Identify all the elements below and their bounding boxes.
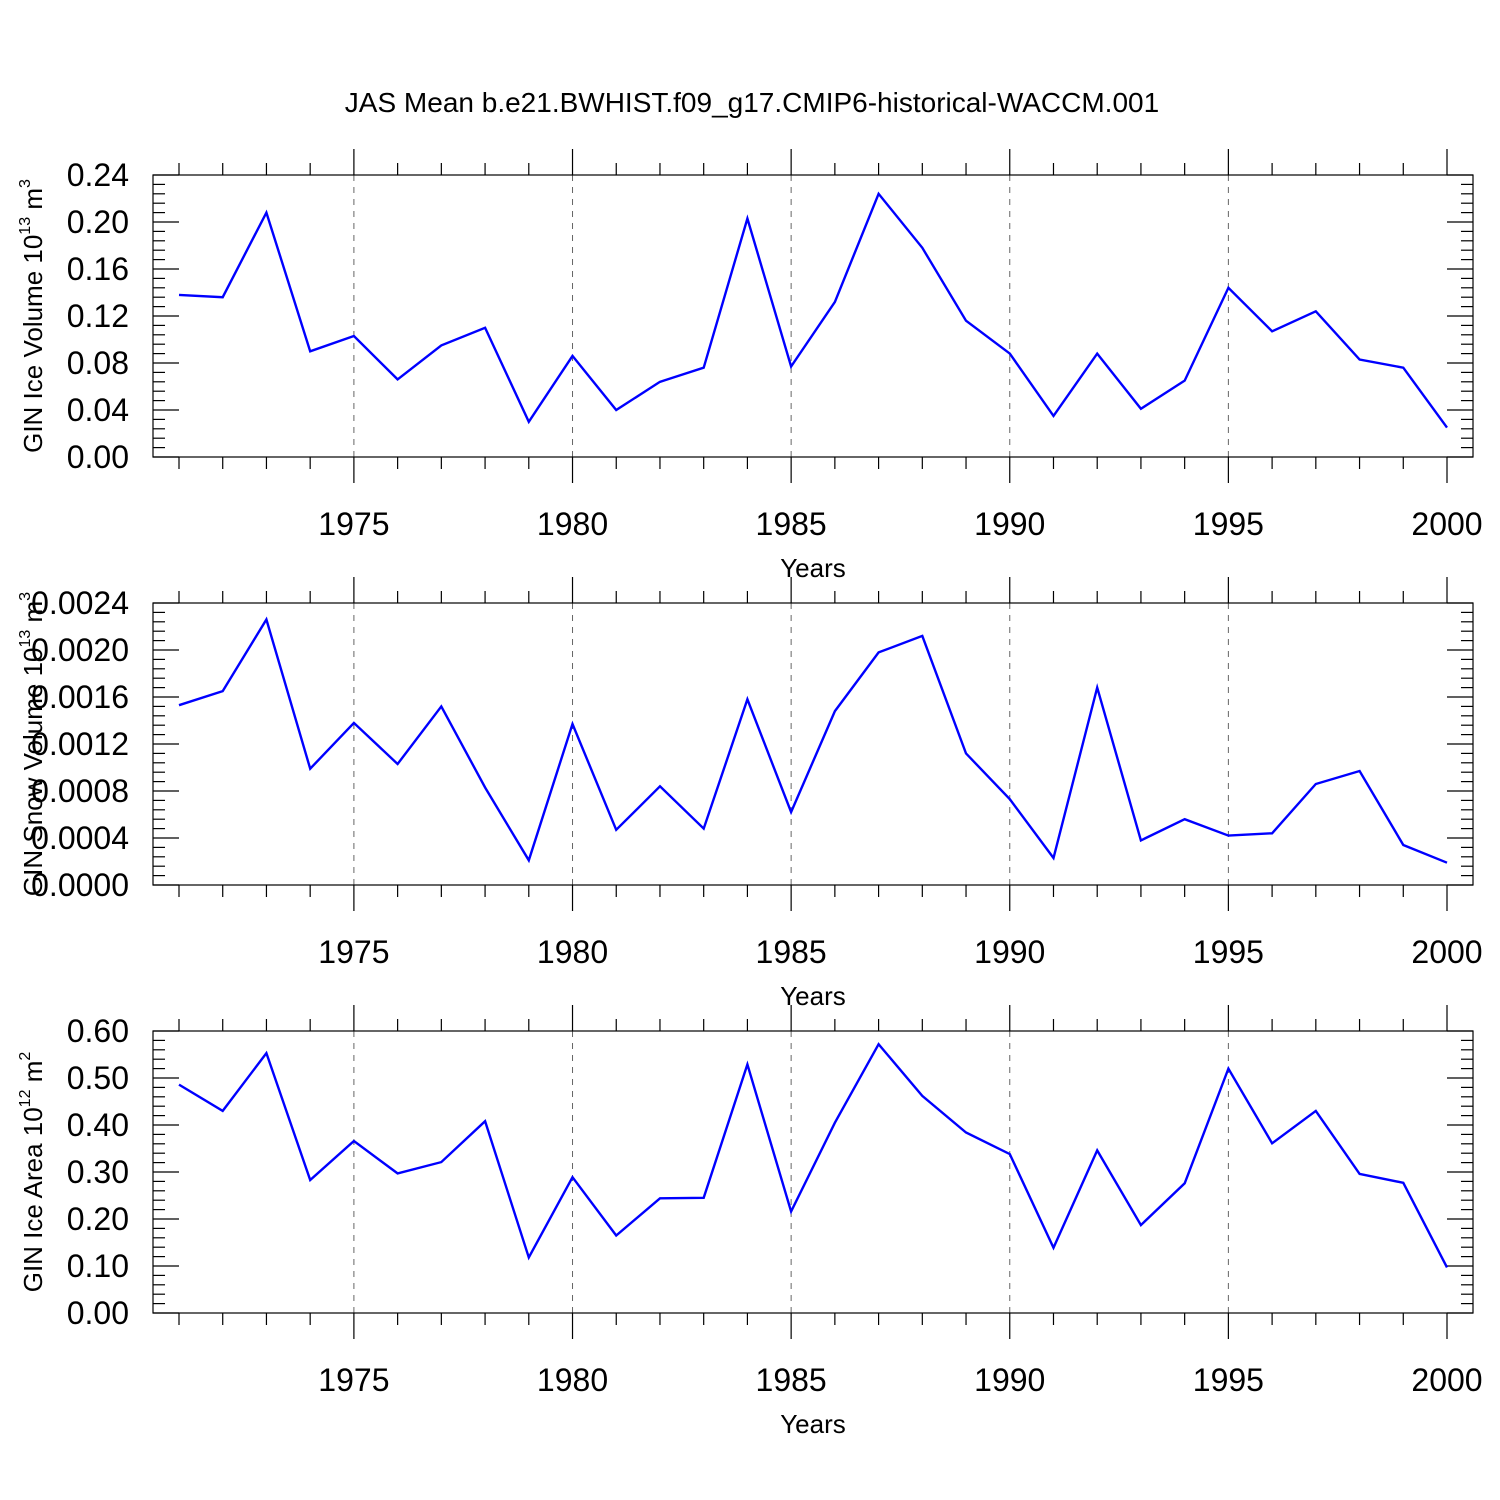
x-tick-label: 1985 bbox=[756, 1362, 827, 1398]
series-line-1 bbox=[178, 191, 1448, 429]
y-tick-label: 0.08 bbox=[67, 345, 129, 381]
x-tick-label: 1980 bbox=[537, 1362, 608, 1398]
plot-frame bbox=[152, 602, 1474, 886]
x-tick-label: 1995 bbox=[1193, 934, 1264, 970]
x-tick-label: 1995 bbox=[1193, 1362, 1264, 1398]
y-tick-label: 0.0000 bbox=[31, 867, 129, 903]
x-tick-label: 2000 bbox=[1411, 506, 1482, 542]
y-tick-label: 0.00 bbox=[67, 439, 129, 475]
y-tick-label: 0.12 bbox=[67, 298, 129, 334]
x-tick-label: 1975 bbox=[318, 506, 389, 542]
y-tick-label: 0.0016 bbox=[31, 679, 129, 715]
y-tick-label: 0.0004 bbox=[31, 820, 129, 856]
x-tick-label: 1975 bbox=[318, 934, 389, 970]
y-tick-label: 0.04 bbox=[67, 392, 129, 428]
y-tick-label: 0.30 bbox=[67, 1154, 129, 1190]
plot-frame bbox=[152, 1030, 1474, 1314]
x-tick-label: 1975 bbox=[318, 1362, 389, 1398]
y-tick-label: 0.60 bbox=[67, 1013, 129, 1049]
y-tick-label: 0.20 bbox=[67, 204, 129, 240]
chart-panel-3: 0.00 0.10 0.20 0.30 0.40 0.50 0.60 1975 1980 1985… bbox=[17, 1005, 1483, 1439]
y-tick-label: 0.24 bbox=[67, 157, 129, 193]
chart-panels: 0.00 0.04 0.08 0.12 0.16 0.20 0.24 1975 1980 1985… bbox=[17, 149, 1483, 1439]
chart-panel-1: 0.00 0.04 0.08 0.12 0.16 0.20 0.24 1975 1980 1985… bbox=[17, 149, 1483, 583]
chart-panel-2: 0.0000 0.0004 0.0008 0.0012 0.0016 0.0020 0.00… bbox=[17, 577, 1483, 1011]
x-tick-label: 2000 bbox=[1411, 1362, 1482, 1398]
y-tick-label: 0.40 bbox=[67, 1107, 129, 1143]
x-tick-label: 1990 bbox=[974, 506, 1045, 542]
y-axis-label: GIN Ice Volume 1013 m3 bbox=[17, 179, 48, 453]
plot-frame bbox=[152, 174, 1474, 458]
x-tick-label: 1995 bbox=[1193, 506, 1264, 542]
x-tick-label: 1990 bbox=[974, 1362, 1045, 1398]
y-tick-label: 0.00 bbox=[67, 1295, 129, 1331]
series-line-1 bbox=[178, 1042, 1449, 1268]
x-axis-label: Years bbox=[780, 1409, 846, 1439]
y-tick-label: 0.0012 bbox=[31, 726, 129, 762]
y-axis-label: GIN Snow Volume 1013 m3 bbox=[17, 592, 48, 896]
x-tick-label: 1980 bbox=[537, 934, 608, 970]
x-tick-label: 1990 bbox=[974, 934, 1045, 970]
y-tick-label: 0.10 bbox=[67, 1248, 129, 1284]
x-tick-label: 1985 bbox=[756, 506, 827, 542]
chart-title: JAS Mean b.e21.BWHIST.f09_g17.CMIP6-hist… bbox=[345, 87, 1159, 118]
y-tick-label: 0.0024 bbox=[31, 585, 129, 621]
y-axis-label: GIN Ice Area 1012 m2 bbox=[17, 1052, 48, 1293]
y-tick-label: 0.0020 bbox=[31, 632, 129, 668]
y-tick-label: 0.20 bbox=[67, 1201, 129, 1237]
x-axis-label: Years bbox=[780, 553, 846, 583]
x-tick-label: 1980 bbox=[537, 506, 608, 542]
x-axis-label: Years bbox=[780, 981, 846, 1011]
y-tick-label: 0.16 bbox=[67, 251, 129, 287]
x-tick-label: 1985 bbox=[756, 934, 827, 970]
y-tick-label: 0.0008 bbox=[31, 773, 129, 809]
y-tick-label: 0.50 bbox=[67, 1060, 129, 1096]
series-line-1 bbox=[178, 616, 1448, 864]
x-tick-label: 2000 bbox=[1411, 934, 1482, 970]
